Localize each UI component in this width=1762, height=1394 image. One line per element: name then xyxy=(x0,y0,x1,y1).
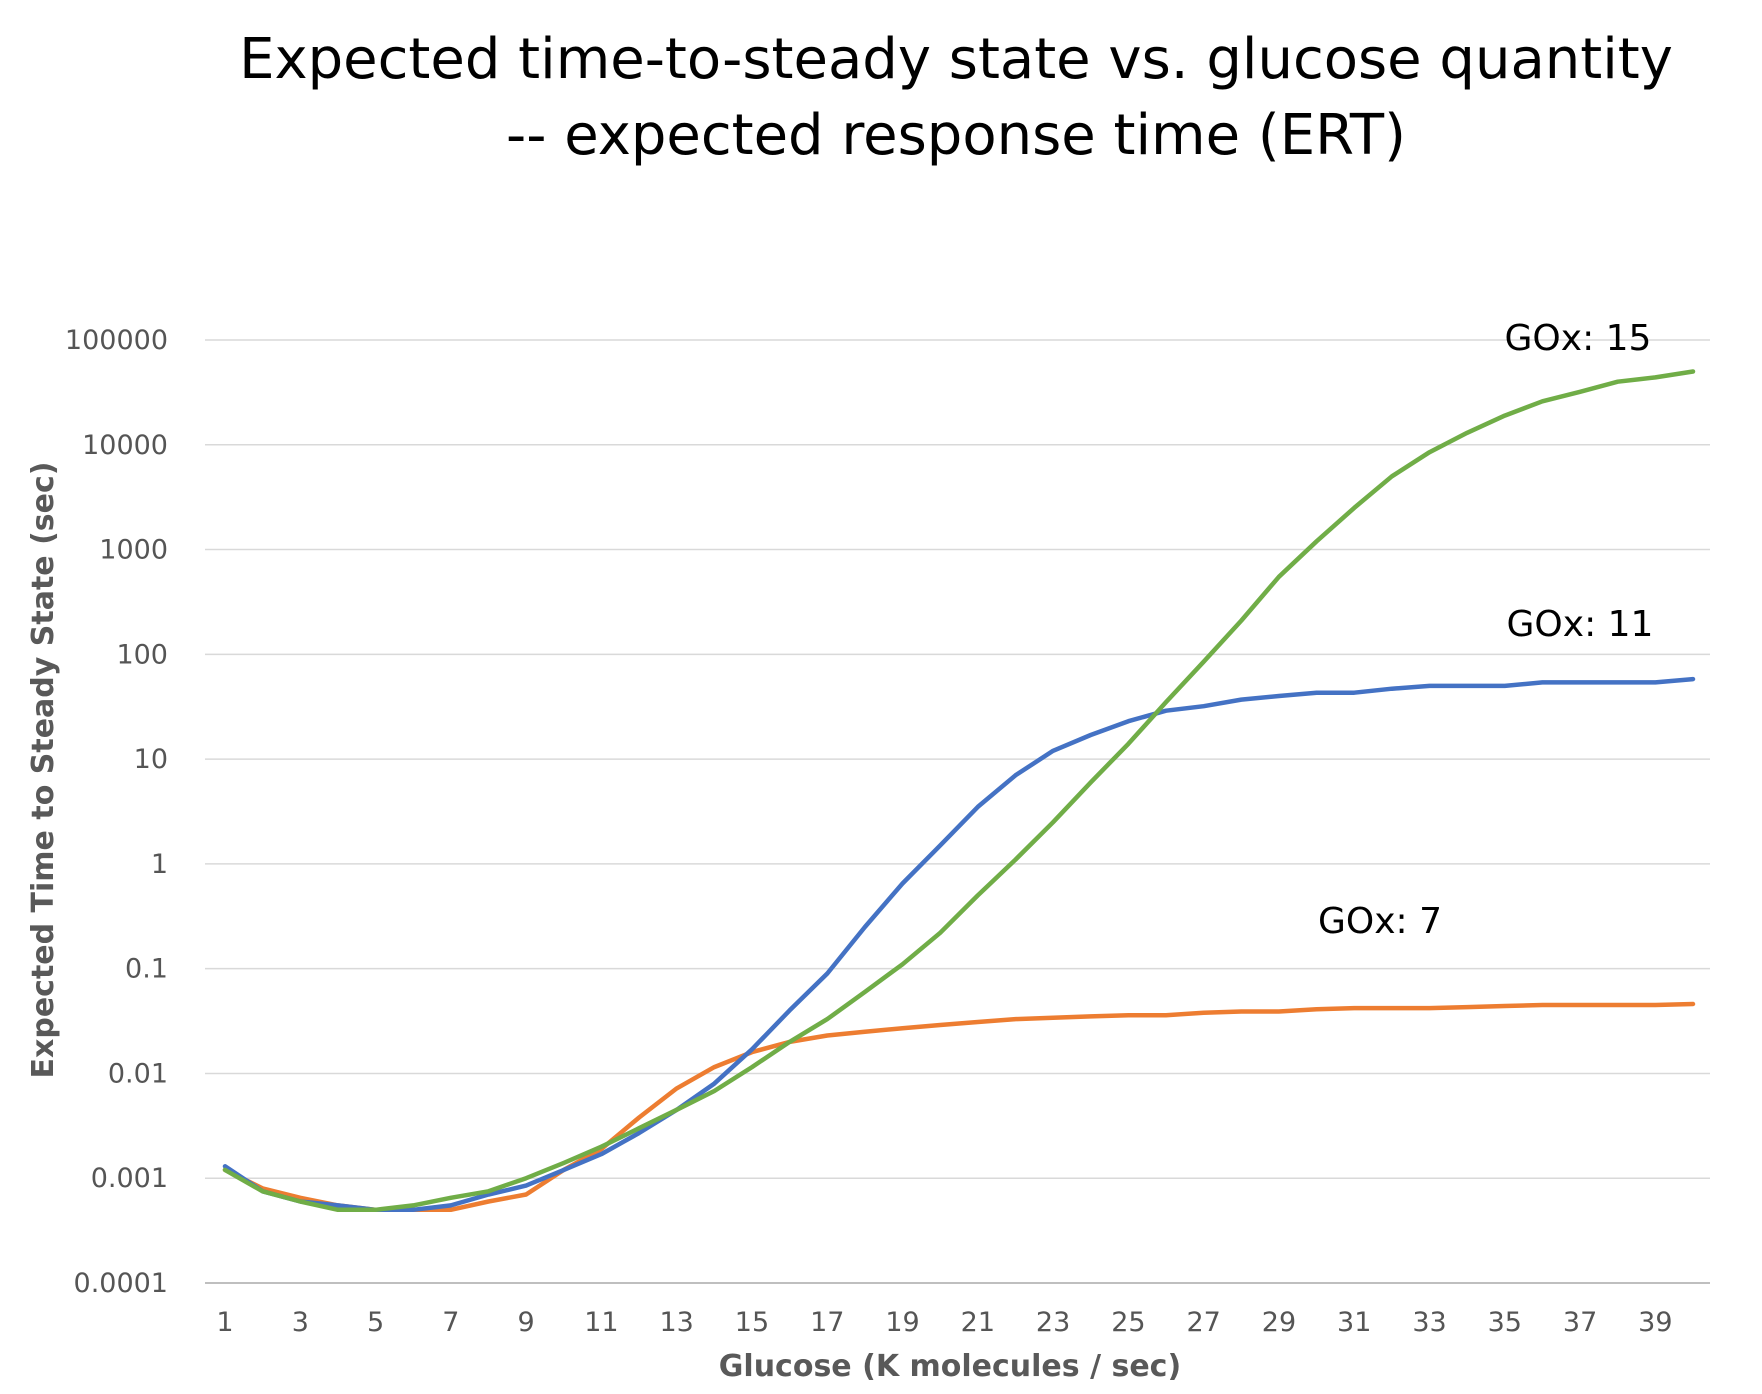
x-tick-label: 33 xyxy=(1412,1307,1446,1338)
x-tick-label: 1 xyxy=(216,1307,233,1338)
x-tick-label: 19 xyxy=(885,1307,919,1338)
x-tick-label: 21 xyxy=(961,1307,995,1338)
y-tick-label: 100 xyxy=(116,639,168,670)
y-tick-label: 10000 xyxy=(82,430,168,461)
y-tick-label: 100000 xyxy=(65,325,168,356)
series-lines xyxy=(222,369,1696,1213)
x-tick-label: 39 xyxy=(1638,1307,1672,1338)
y-tick-label: 10 xyxy=(134,744,168,775)
x-tick-label: 23 xyxy=(1036,1307,1070,1338)
y-tick-label: 0.001 xyxy=(91,1163,168,1194)
y-tick-label: 0.01 xyxy=(108,1058,168,1089)
series-line-gox-15 xyxy=(222,369,1696,1213)
series-label-gox-15: GOx: 15 xyxy=(1505,318,1652,359)
x-tick-label: 37 xyxy=(1563,1307,1597,1338)
y-axis-title: Expected Time to Steady State (sec) xyxy=(26,462,61,1079)
x-tick-label: 9 xyxy=(518,1307,535,1338)
chart-title: Expected time-to-steady state vs. glucos… xyxy=(0,22,1762,174)
series-line-gox-7 xyxy=(222,1001,1696,1213)
gridlines xyxy=(205,339,1710,1284)
series-line-gox-11 xyxy=(222,676,1696,1213)
x-tick-label: 5 xyxy=(367,1307,384,1338)
y-tick-label: 1 xyxy=(151,849,168,880)
x-tick-label: 11 xyxy=(584,1307,618,1338)
x-tick-label: 29 xyxy=(1262,1307,1296,1338)
series-labels: GOx: 7 GOx: 11 GOx: 15 xyxy=(1318,318,1653,942)
y-tick-label: 0.0001 xyxy=(74,1268,168,1299)
y-tick-label: 0.1 xyxy=(125,954,168,985)
x-tick-label: 31 xyxy=(1337,1307,1371,1338)
chart-title-line1: Expected time-to-steady state vs. glucos… xyxy=(239,27,1673,92)
x-tick-label: 13 xyxy=(660,1307,694,1338)
series-label-gox-7: GOx: 7 xyxy=(1318,901,1442,942)
y-tick-labels: 0.0001 0.001 0.01 0.1 1 10 100 1000 10000 100000 xyxy=(65,325,168,1299)
x-tick-label: 3 xyxy=(292,1307,309,1338)
x-tick-label: 27 xyxy=(1186,1307,1220,1338)
x-tick-label: 17 xyxy=(810,1307,844,1338)
series-label-gox-11: GOx: 11 xyxy=(1507,604,1654,645)
x-tick-labels: 1 3 5 7 9 11 13 15 17 19 21 23 25 27 29 31 33 35 37 39 xyxy=(216,1307,1672,1338)
x-axis-title: Glucose (K molecules / sec) xyxy=(719,1349,1181,1384)
x-tick-label: 35 xyxy=(1488,1307,1522,1338)
x-tick-label: 25 xyxy=(1111,1307,1145,1338)
x-tick-label: 7 xyxy=(442,1307,459,1338)
chart-title-line2: -- expected response time (ERT) xyxy=(506,103,1406,168)
y-tick-label: 1000 xyxy=(99,535,168,566)
x-tick-label: 15 xyxy=(735,1307,769,1338)
